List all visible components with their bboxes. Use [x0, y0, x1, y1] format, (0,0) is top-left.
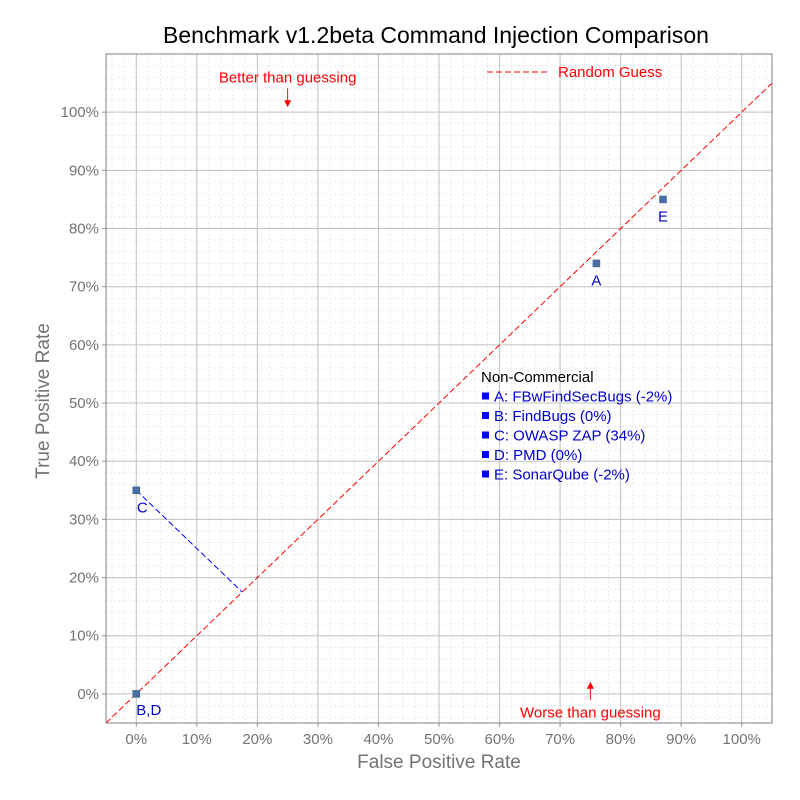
x-tick-label: 80% — [606, 731, 636, 748]
legend-item: C: OWASP ZAP (34%) — [494, 428, 645, 445]
y-tick-label: 50% — [69, 395, 99, 412]
y-tick-label: 90% — [69, 162, 99, 179]
data-point — [592, 259, 601, 268]
y-tick-label: 60% — [69, 337, 99, 354]
legend-item-marker — [482, 431, 489, 439]
data-point-label: E — [658, 208, 668, 225]
y-tick-label: 80% — [69, 221, 99, 238]
data-point-label: B,D — [136, 702, 161, 719]
y-tick-label: 20% — [69, 570, 99, 587]
data-point — [659, 195, 667, 204]
x-tick-label: 70% — [545, 731, 575, 748]
projection-line — [135, 489, 243, 593]
x-tick-label: 0% — [125, 731, 147, 748]
legend-item-marker — [482, 412, 489, 419]
y-axis-label: True Positive Rate — [33, 323, 54, 479]
legend-item-marker — [482, 392, 489, 400]
arrow-up-icon-head — [586, 681, 594, 689]
tick-marks — [102, 111, 743, 727]
annotations: Better than guessing Worse than guessing — [219, 69, 661, 721]
x-tick-label: 30% — [303, 731, 333, 748]
y-tick-label: 0% — [77, 686, 99, 703]
chart-title: Benchmark v1.2beta Command Injection Com… — [163, 22, 709, 48]
x-tick-label: 90% — [666, 731, 696, 748]
y-tick-label: 70% — [69, 279, 99, 296]
legend-heading: Non-Commercial — [481, 369, 594, 386]
tick-labels: 0% 10% 20% 30% 40% 50% 60% 70% 80% 90% 100% 0% 10% 20… — [61, 104, 761, 748]
x-tick-label: 100% — [723, 731, 761, 748]
data-point — [132, 690, 141, 698]
x-axis-label: False Positive Rate — [357, 752, 521, 773]
x-tick-label: 20% — [242, 731, 272, 748]
arrow-down-icon-head — [284, 100, 292, 108]
y-tick-label: 40% — [69, 453, 99, 470]
legend-item-marker — [482, 470, 489, 478]
data-point-label: C — [137, 499, 148, 516]
legend-item-marker — [482, 451, 489, 458]
better-than-guessing-label: Better than guessing — [219, 69, 357, 86]
legend: Random Guess Non-Commercial A: FBwFindSecB… — [481, 64, 672, 484]
legend-item: A: FBwFindSecBugs (-2%) — [494, 389, 672, 406]
y-tick-label: 30% — [69, 511, 99, 528]
x-tick-label: 40% — [363, 731, 393, 748]
legend-item: D: PMD (0%) — [494, 447, 582, 464]
x-tick-label: 50% — [424, 731, 454, 748]
x-tick-label: 60% — [485, 731, 515, 748]
worse-than-guessing-label: Worse than guessing — [520, 705, 661, 722]
data-point-label: A — [591, 272, 601, 289]
legend-random-guess-label: Random Guess — [558, 64, 662, 81]
data-point — [132, 486, 141, 495]
legend-item: B: FindBugs (0%) — [494, 408, 612, 425]
data-points: A B,D C E — [132, 195, 668, 719]
x-tick-label: 10% — [182, 731, 212, 748]
y-tick-label: 10% — [69, 628, 99, 645]
random-guess-line — [105, 82, 773, 724]
plot-border — [105, 53, 773, 724]
y-tick-label: 100% — [61, 104, 99, 121]
legend-item: E: SonarQube (-2%) — [494, 467, 630, 484]
